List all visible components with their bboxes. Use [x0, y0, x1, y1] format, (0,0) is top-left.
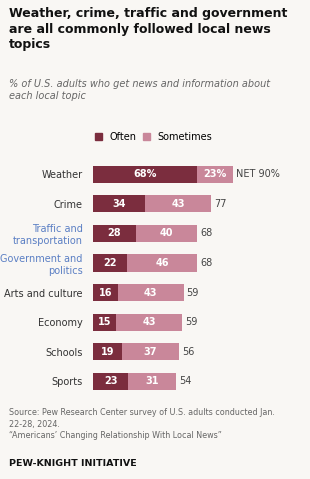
Text: 68: 68	[201, 228, 213, 239]
Text: PEW-KNIGHT INITIATIVE: PEW-KNIGHT INITIATIVE	[9, 459, 137, 468]
Text: 43: 43	[142, 317, 156, 327]
Text: 54: 54	[179, 376, 191, 386]
Text: 56: 56	[182, 347, 194, 357]
Text: 16: 16	[99, 287, 112, 297]
Bar	[93, 195, 145, 213]
Bar	[93, 225, 136, 242]
Bar	[93, 373, 128, 390]
Bar	[93, 343, 122, 360]
Bar	[136, 225, 197, 242]
Text: 23%: 23%	[203, 170, 227, 179]
Text: 28: 28	[108, 228, 121, 239]
Bar	[127, 254, 197, 272]
Text: 59: 59	[187, 287, 199, 297]
Text: 22: 22	[103, 258, 117, 268]
Text: 34: 34	[112, 199, 126, 209]
Text: 46: 46	[155, 258, 169, 268]
Text: Source: Pew Research Center survey of U.S. adults conducted Jan.
22-28, 2024.
“A: Source: Pew Research Center survey of U.…	[9, 408, 275, 440]
Bar	[93, 254, 127, 272]
Bar	[128, 373, 176, 390]
Text: 59: 59	[185, 317, 197, 327]
Bar	[93, 314, 116, 331]
Bar	[122, 343, 179, 360]
Text: 19: 19	[101, 347, 114, 357]
Text: NET 90%: NET 90%	[236, 170, 280, 179]
Bar	[197, 166, 233, 183]
Bar	[93, 284, 117, 301]
Bar	[117, 284, 184, 301]
Text: 43: 43	[171, 199, 185, 209]
Bar	[116, 314, 182, 331]
Text: 15: 15	[98, 317, 111, 327]
Text: 37: 37	[144, 347, 157, 357]
Legend: Often, Sometimes: Often, Sometimes	[95, 132, 212, 142]
Text: 31: 31	[145, 376, 159, 386]
Text: 40: 40	[160, 228, 173, 239]
Text: 68%: 68%	[134, 170, 157, 179]
Text: % of U.S. adults who get news and information about
each local topic: % of U.S. adults who get news and inform…	[9, 79, 270, 102]
Text: Weather, crime, traffic and government
are all commonly followed local news
topi: Weather, crime, traffic and government a…	[9, 7, 288, 51]
Bar	[93, 166, 197, 183]
Bar	[145, 195, 211, 213]
Text: 43: 43	[144, 287, 157, 297]
Text: 23: 23	[104, 376, 117, 386]
Text: 77: 77	[214, 199, 227, 209]
Text: 68: 68	[201, 258, 213, 268]
